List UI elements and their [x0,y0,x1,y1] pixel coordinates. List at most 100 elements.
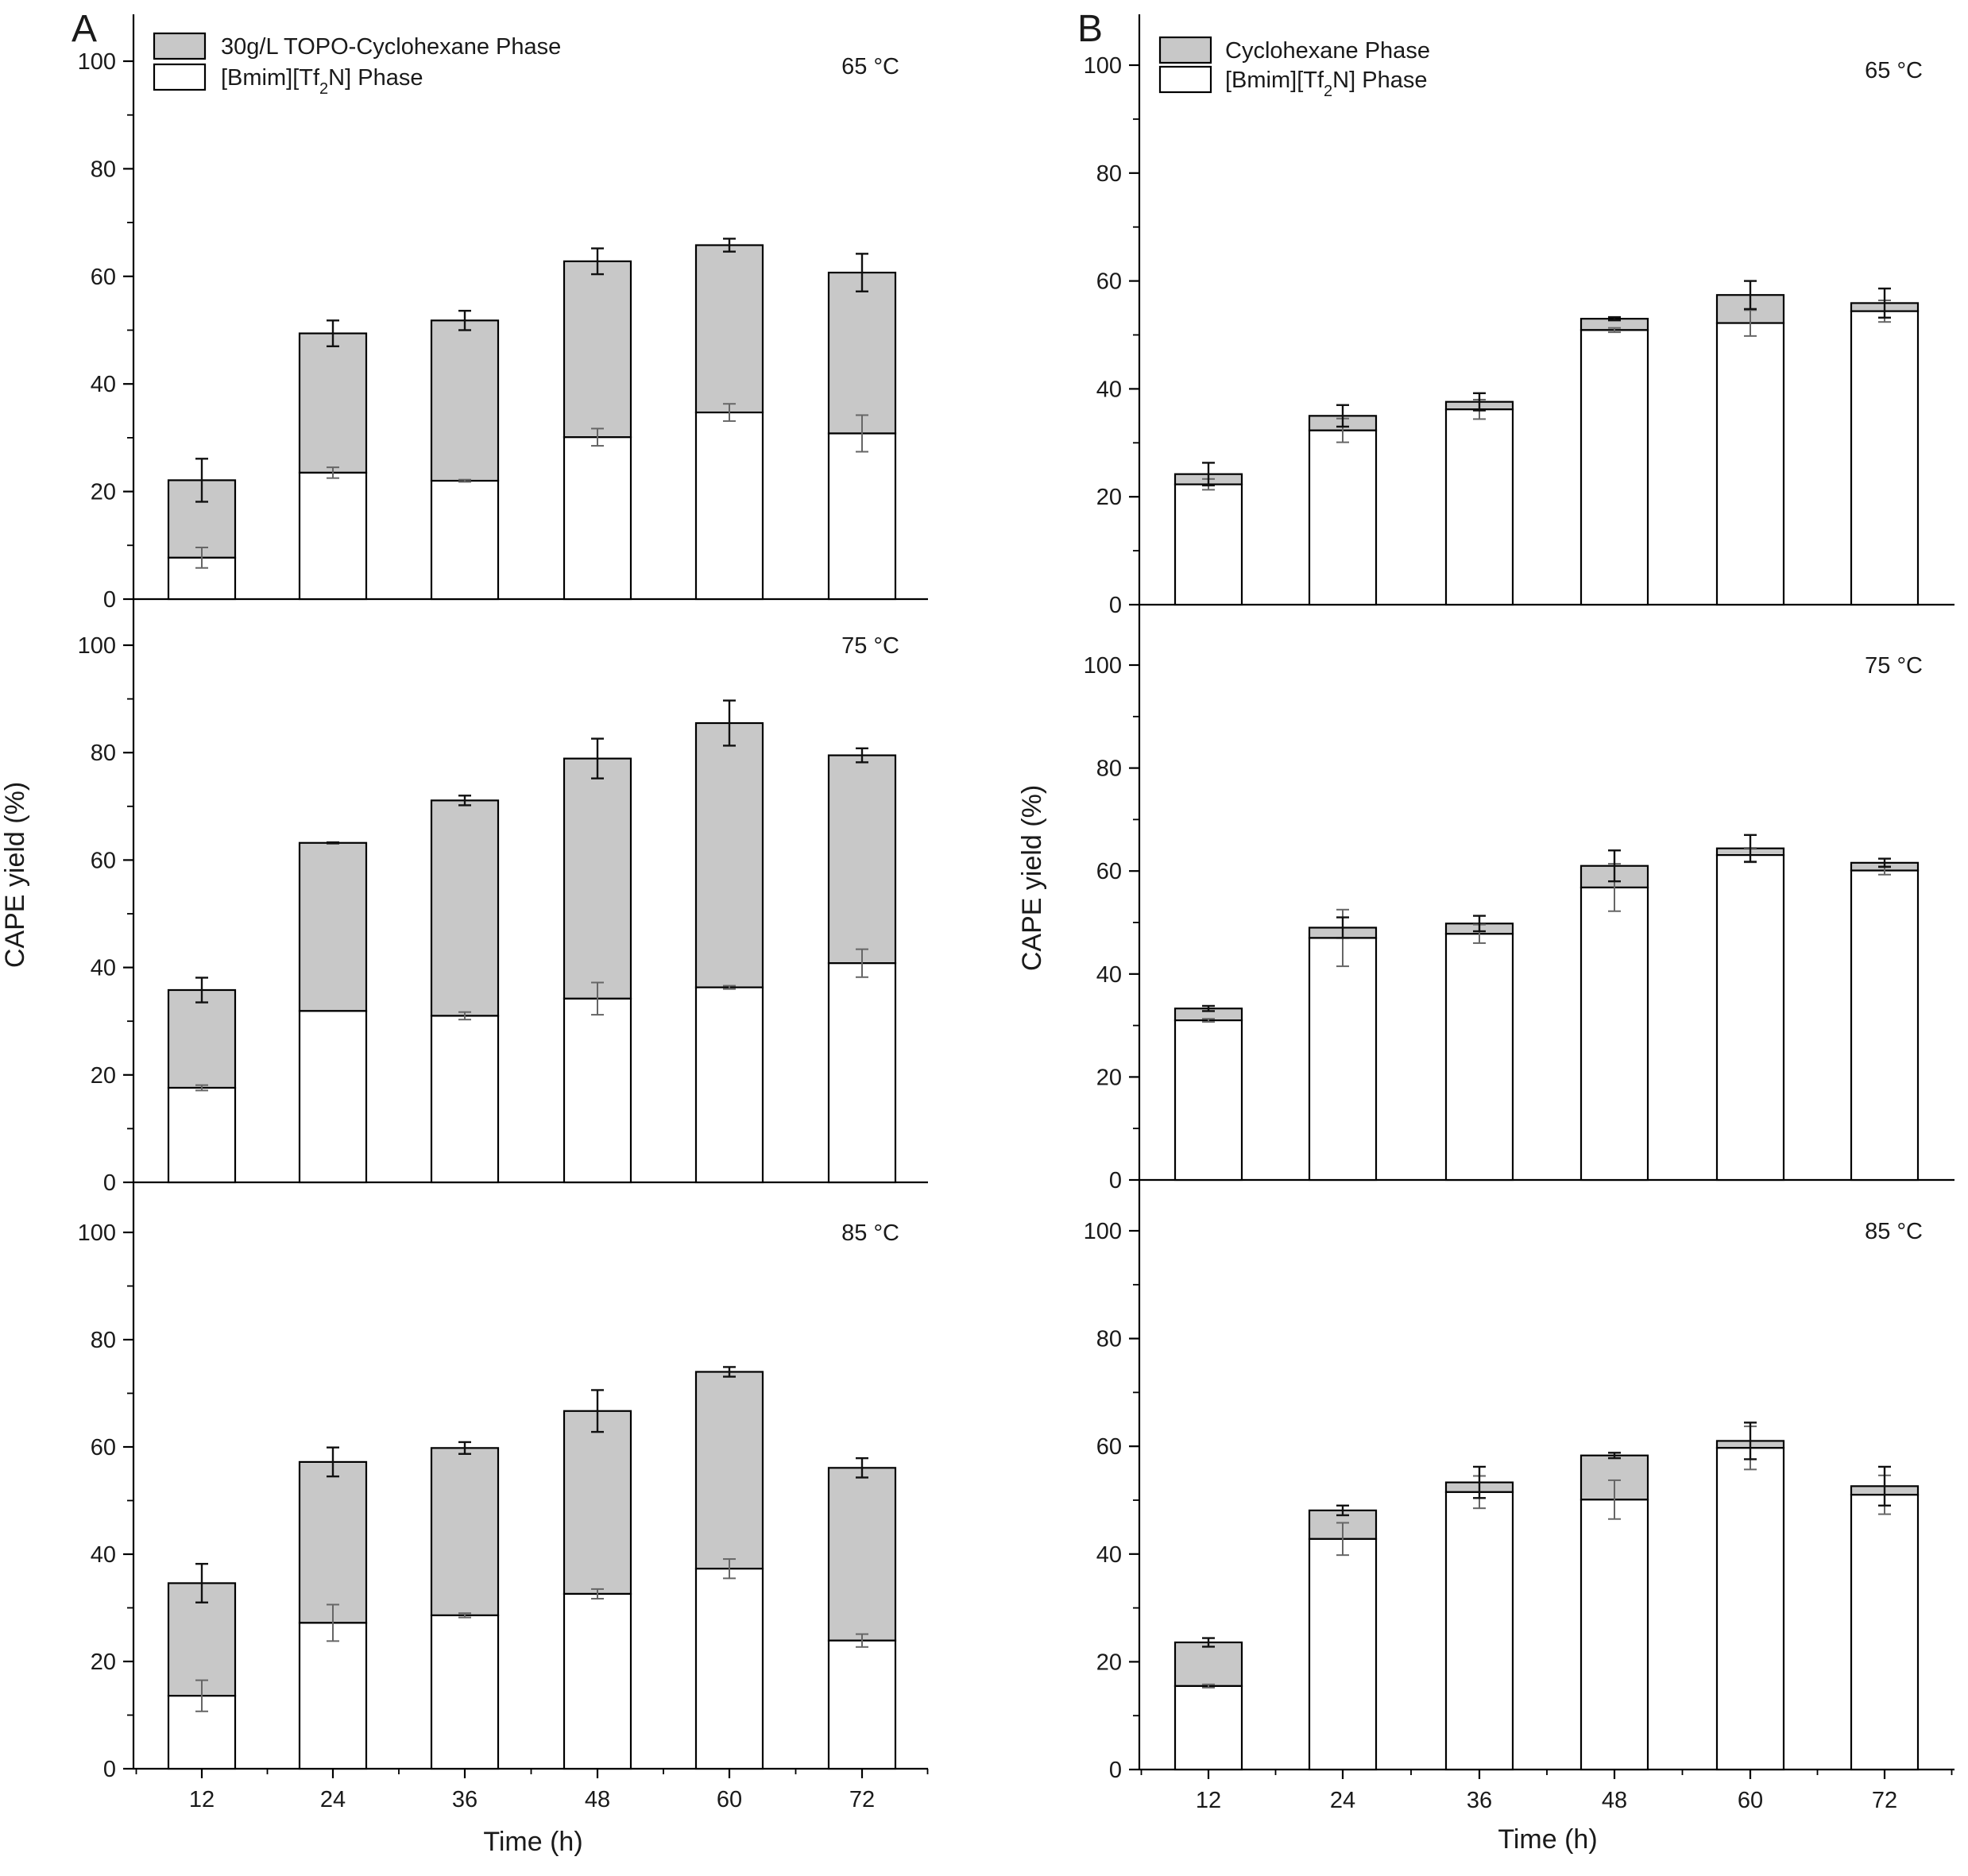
bar-bottom-segment [1579,1499,1649,1771]
y-tick-label: 100 [1084,53,1122,79]
y-tick-label: 100 [1084,653,1122,679]
bar-top-segment [694,1371,764,1570]
y-tick-label: 0 [1109,1758,1122,1783]
bar-bottom-segment [1308,429,1378,606]
legend-swatch-bottom-series [1158,65,1212,94]
bar-top-segment [167,988,237,1089]
x-tick-label: 72 [849,1787,875,1812]
bar-top-segment [430,319,500,482]
x-tick-label: 36 [452,1787,478,1812]
y-tick-label: 80 [1096,756,1122,782]
panel-letter: A [72,8,97,50]
bar-bottom-segment [694,986,764,1184]
bar-bottom-segment [1444,933,1514,1182]
bar-bottom-segment [1850,1494,1920,1771]
bar-bottom-segment [1715,854,1785,1182]
temperature-label: 85 °C [1865,1219,1923,1244]
y-tick-label: 80 [91,157,116,182]
bar-bottom-segment [1308,937,1378,1182]
bar-top-segment [563,757,632,1000]
y-tick-label: 40 [1096,1542,1122,1568]
y-tick-label: 20 [1096,485,1122,510]
x-tick-label: 60 [717,1787,742,1812]
bar-bottom-segment [827,962,897,1184]
subplot-1: 0 20 40 60 80 100 65 °C [78,49,928,613]
bar-bottom-segment [563,436,632,601]
bar-bottom-segment [430,479,500,601]
bar-bottom-segment [827,432,897,601]
bar-bottom-segment [1173,1685,1243,1771]
y-axis-title: CAPE yield (%) [0,782,30,968]
x-tick-label: 24 [1330,1788,1355,1813]
legend: Cyclohexane Phase [Bmim][Tf2N] Phase [1158,36,1430,100]
bar-bottom-segment [167,556,237,601]
bar-top-segment [298,1460,368,1624]
y-tick-label: 60 [1096,1434,1122,1460]
bar-bottom-segment [1308,1538,1378,1771]
y-tick-label: 80 [91,1328,116,1353]
bar-bottom-segment [1444,408,1514,606]
bar-bottom-segment [430,1015,500,1184]
y-tick-label: 40 [91,372,116,397]
legend-label-top-series: Cyclohexane Phase [1225,38,1430,64]
bar-bottom-segment [167,1086,237,1184]
bar-top-segment [694,721,764,988]
y-tick-label: 20 [91,1063,116,1089]
bar-bottom-segment [430,1614,500,1770]
bar-bottom-segment [563,997,632,1184]
panel-b: B Cyclohexane Phase [Bmim][Tf2N] Phase 0 20 4… [1017,8,1954,1855]
y-tick-label: 0 [1109,1168,1122,1193]
bar-bottom-segment [1850,869,1920,1182]
y-tick-label: 20 [1096,1065,1122,1090]
y-tick-label: 100 [78,1220,116,1246]
bar-bottom-segment [298,1622,368,1770]
y-tick-label: 80 [1096,161,1122,187]
x-tick-label: 24 [320,1787,346,1812]
y-tick-label: 0 [103,587,116,613]
bar-bottom-segment [1173,1019,1243,1182]
bar-top-segment [1173,1641,1243,1688]
y-tick-label: 80 [1096,1327,1122,1352]
y-axis-title: CAPE yield (%) [1017,785,1047,971]
legend-swatch-top-series [1158,36,1212,64]
bar-top-segment [694,244,764,414]
bar-bottom-segment [1715,322,1785,606]
bar-top-segment [298,332,368,474]
temperature-label: 65 °C [841,54,899,79]
y-tick-label: 0 [1109,593,1122,618]
legend-label-top-series: 30g/L TOPO-Cyclohexane Phase [221,34,561,60]
bar-bottom-segment [1715,1447,1785,1771]
bar-bottom-segment [1444,1491,1514,1771]
subplot-3: 0 20 40 60 80 100 85 °C 12 24 36 48 60 72 [1084,1219,1954,1813]
subplot-1: 0 20 40 60 80 100 65 °C [1084,53,1954,618]
y-tick-label: 60 [1096,859,1122,884]
bar-bottom-segment [1579,329,1649,606]
y-tick-label: 60 [91,265,116,290]
y-tick-label: 40 [91,1542,116,1568]
temperature-label: 65 °C [1865,58,1923,83]
bar-bottom-segment [694,1568,764,1770]
y-tick-label: 0 [103,1757,116,1782]
x-tick-label: 72 [1872,1788,1897,1813]
panel-letter: B [1077,8,1103,50]
bar-top-segment [563,260,632,439]
y-tick-label: 40 [1096,962,1122,988]
y-tick-label: 60 [91,1435,116,1460]
legend-swatch-bottom-series [153,63,207,91]
y-tick-label: 20 [91,1650,116,1675]
x-tick-label: 60 [1738,1788,1763,1813]
bar-bottom-segment [298,1010,368,1184]
bar-bottom-segment [1850,310,1920,606]
y-tick-label: 100 [1084,1219,1122,1244]
bar-bottom-segment [694,411,764,601]
y-tick-label: 40 [1096,377,1122,402]
temperature-label: 75 °C [841,633,899,659]
subplot-2: 0 20 40 60 80 100 75 °C [1084,653,1954,1193]
legend-label-bottom-series: [Bmim][Tf2N] Phase [221,65,423,98]
y-tick-label: 20 [1096,1650,1122,1675]
bar-top-segment [827,754,897,965]
x-axis-title: Time (h) [483,1827,582,1857]
bar-bottom-segment [1579,886,1649,1182]
y-tick-label: 20 [91,480,116,505]
